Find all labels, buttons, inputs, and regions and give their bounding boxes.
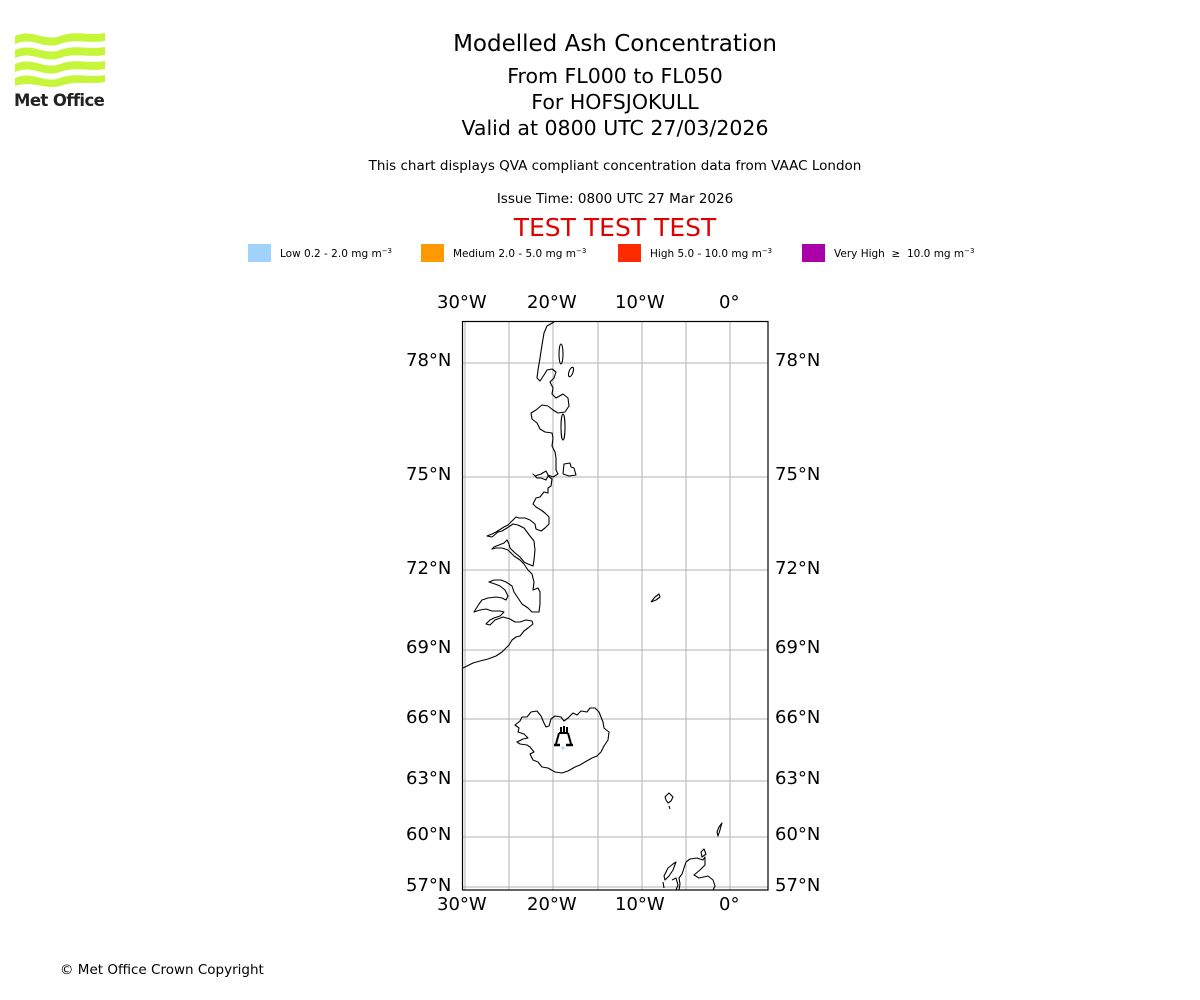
- gridlines: [462, 321, 768, 890]
- lat-tick-left-75n: 75°N: [406, 464, 452, 485]
- copyright-notice: © Met Office Crown Copyright: [60, 962, 264, 978]
- concentration-legend: Low 0.2 - 2.0 mg m−3 Medium 2.0 - 5.0 mg…: [0, 244, 1200, 264]
- logo-text: Met Office: [14, 91, 105, 110]
- legend-swatch-medium: [421, 244, 444, 262]
- chart-title: Modelled Ash Concentration: [453, 31, 777, 57]
- issue-time: Issue Time: 0800 UTC 27 Mar 2026: [496, 191, 734, 207]
- volcano-name: For HOFSJOKULL: [531, 90, 699, 114]
- lon-tick-top-10w: 10°W: [615, 292, 665, 313]
- legend-label-medium: Medium 2.0 - 5.0 mg m−3: [453, 246, 587, 260]
- legend-item-high: High 5.0 - 10.0 mg m−3: [618, 244, 772, 262]
- legend-label-low: Low 0.2 - 2.0 mg m−3: [280, 246, 393, 260]
- coastlines: [462, 321, 723, 891]
- lon-tick-top-0: 0°: [719, 292, 740, 313]
- lat-tick-left-72n: 72°N: [406, 558, 452, 579]
- lat-tick-left-63n: 63°N: [406, 768, 452, 789]
- lat-tick-right-66n: 66°N: [775, 707, 821, 728]
- legend-swatch-high: [618, 244, 641, 262]
- valid-time: Valid at 0800 UTC 27/03/2026: [461, 116, 769, 140]
- legend-item-very-high: Very High ≥ 10.0 mg m−3: [802, 244, 974, 262]
- lat-tick-left-57n: 57°N: [406, 875, 452, 896]
- lon-tick-top-30w: 30°W: [437, 292, 487, 313]
- ash-area-low: [561, 746, 565, 750]
- legend-label-high: High 5.0 - 10.0 mg m−3: [650, 246, 773, 260]
- lat-tick-right-63n: 63°N: [775, 768, 821, 789]
- iceland-coast: [514, 707, 610, 774]
- lat-tick-right-69n: 69°N: [775, 637, 821, 658]
- chart-description: This chart displays QVA compliant concen…: [368, 158, 862, 174]
- volcano-icon: [554, 726, 573, 747]
- lat-tick-left-78n: 78°N: [406, 350, 452, 371]
- lon-tick-top-20w: 20°W: [527, 292, 577, 313]
- flight-level-range: From FL000 to FL050: [507, 64, 723, 88]
- legend-item-medium: Medium 2.0 - 5.0 mg m−3: [421, 244, 586, 262]
- met-office-waves-icon: [15, 33, 105, 87]
- lat-tick-right-57n: 57°N: [775, 875, 821, 896]
- legend-swatch-very-high: [802, 244, 825, 262]
- lat-tick-left-60n: 60°N: [406, 824, 452, 845]
- map-frame: [461, 320, 769, 891]
- lat-tick-right-72n: 72°N: [775, 558, 821, 579]
- lon-tick-bottom-0: 0°: [719, 894, 740, 915]
- legend-label-very-high: Very High ≥ 10.0 mg m−3: [834, 246, 975, 260]
- lon-tick-bottom-20w: 20°W: [527, 894, 577, 915]
- lat-tick-right-60n: 60°N: [775, 824, 821, 845]
- lon-tick-bottom-10w: 10°W: [615, 894, 665, 915]
- lat-tick-left-66n: 66°N: [406, 707, 452, 728]
- test-banner: TEST TEST TEST: [513, 213, 717, 242]
- lat-tick-right-75n: 75°N: [775, 464, 821, 485]
- lat-tick-right-78n: 78°N: [775, 350, 821, 371]
- legend-swatch-low: [248, 244, 271, 262]
- lon-tick-bottom-30w: 30°W: [437, 894, 487, 915]
- lat-tick-left-69n: 69°N: [406, 637, 452, 658]
- met-office-logo: Met Office: [14, 30, 106, 112]
- legend-item-low: Low 0.2 - 2.0 mg m−3: [248, 244, 392, 262]
